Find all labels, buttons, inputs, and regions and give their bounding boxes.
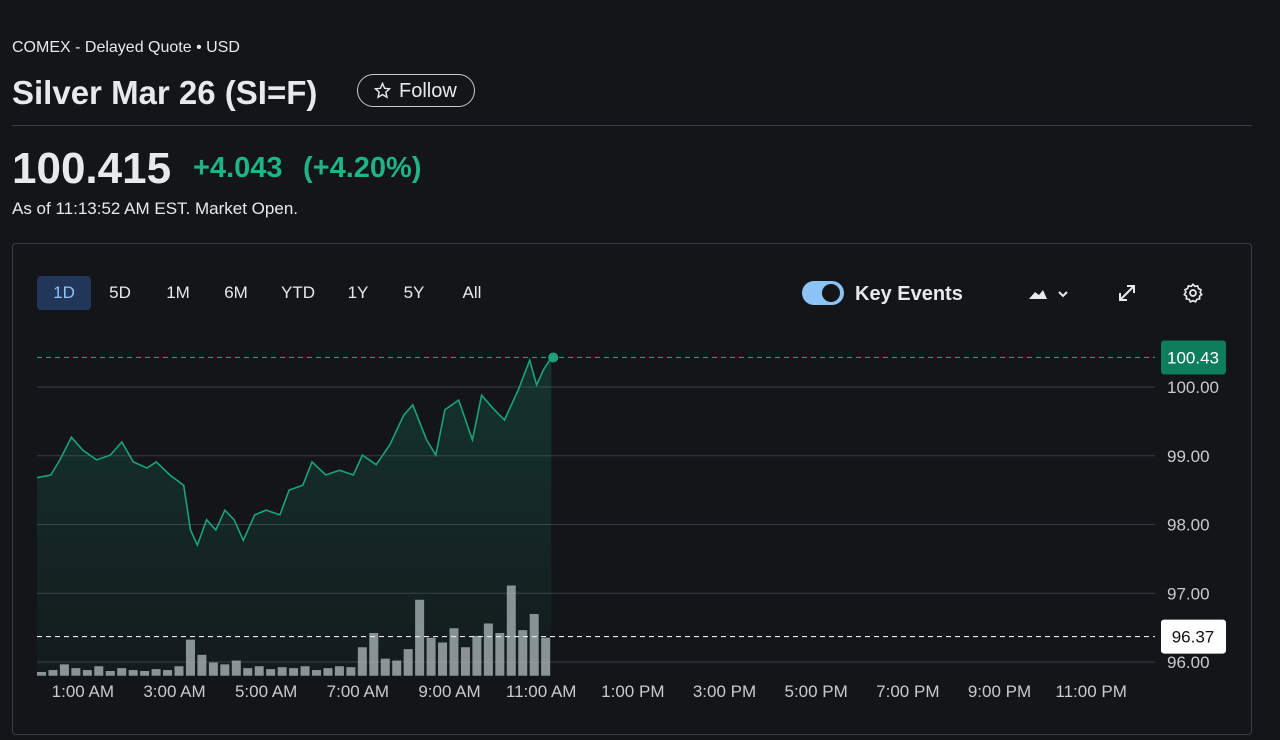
change-pct: (+4.20%) bbox=[303, 152, 422, 184]
key-events: Key Events bbox=[855, 283, 963, 305]
toggle[interactable] bbox=[802, 281, 844, 305]
y-tick-label: 100.00 bbox=[1167, 378, 1219, 397]
price-area bbox=[37, 357, 552, 676]
exchange: COMEX - Delayed Quote • USD bbox=[12, 39, 240, 56]
x-tick-label: 3:00 AM bbox=[143, 682, 205, 701]
range-tab[interactable]: 5D bbox=[109, 283, 131, 302]
x-tick-label: 3:00 PM bbox=[693, 682, 756, 701]
chart-panel bbox=[12, 243, 1252, 735]
range-tab[interactable]: 1D bbox=[37, 276, 91, 310]
price-line bbox=[36, 356, 552, 548]
x-tick-label: 11:00 AM bbox=[506, 682, 577, 701]
x-tick-label: 1:00 AM bbox=[52, 682, 114, 701]
x-tick-label: 5:00 AM bbox=[235, 682, 297, 701]
x-tick-label: 5:00 PM bbox=[785, 682, 848, 701]
x-tick-label: 9:00 AM bbox=[418, 682, 480, 701]
y-tick-label: 98.00 bbox=[1167, 516, 1210, 535]
range-tab[interactable]: All bbox=[462, 283, 482, 302]
x-tick-label: 7:00 AM bbox=[327, 682, 389, 701]
x-tick-label: 9:00 PM bbox=[968, 682, 1031, 701]
expand-button[interactable] bbox=[1116, 282, 1138, 304]
title: Silver Mar 26 (SI=F) bbox=[12, 74, 318, 111]
range-tab[interactable]: 1M bbox=[166, 283, 190, 302]
y-tick-label: 99.00 bbox=[1167, 447, 1210, 466]
current-dot bbox=[548, 352, 559, 363]
reference-label: 96.37 bbox=[1172, 628, 1215, 647]
x-tick-label: 1:00 PM bbox=[601, 682, 664, 701]
range-tab[interactable]: YTD bbox=[281, 283, 315, 302]
settings-button[interactable] bbox=[1182, 282, 1204, 304]
reference-box bbox=[1161, 340, 1226, 375]
reference-label: 100.43 bbox=[1167, 348, 1219, 367]
y-tick-label: 97.00 bbox=[1167, 584, 1210, 603]
x-tick-label: 11:00 PM bbox=[1055, 682, 1127, 701]
reference-box bbox=[1161, 619, 1226, 654]
star-icon bbox=[374, 82, 391, 99]
as-of: As of 11:13:52 AM EST. Market Open. bbox=[12, 199, 298, 218]
range-tab[interactable]: 1Y bbox=[347, 283, 369, 302]
x-tick-label: 7:00 PM bbox=[876, 682, 939, 701]
range-tab[interactable]: 5Y bbox=[403, 283, 425, 302]
price: 100.415 bbox=[12, 144, 172, 193]
range-tab[interactable]: 6M bbox=[224, 283, 248, 302]
divider bbox=[12, 125, 1252, 126]
change: +4.043 bbox=[193, 152, 283, 184]
follow-button[interactable]: Follow bbox=[357, 74, 475, 107]
follow-label: Follow bbox=[399, 80, 457, 102]
y-tick-label: 96.00 bbox=[1167, 653, 1210, 672]
chart-type-button[interactable] bbox=[1026, 284, 1074, 304]
